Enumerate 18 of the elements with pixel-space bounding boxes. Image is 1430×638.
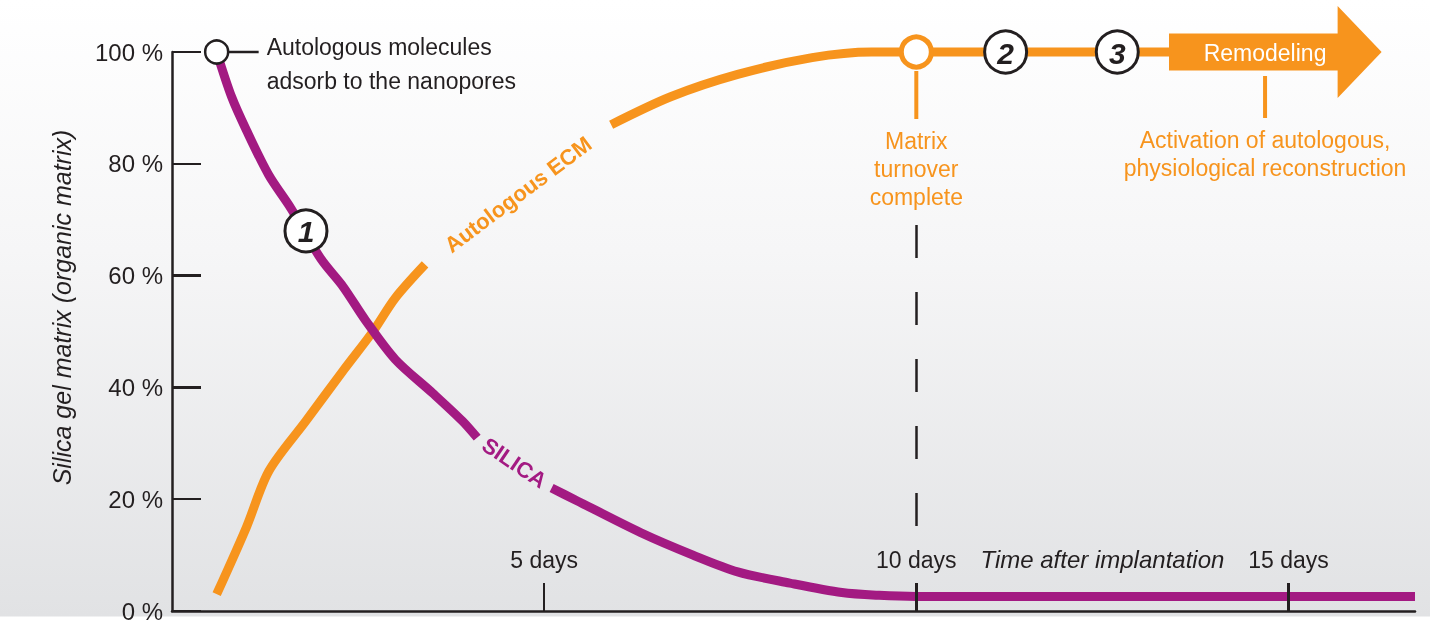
y-tick-label: 100 % (94, 38, 163, 66)
ref-line-label: Matrix turnover complete (869, 128, 963, 210)
annotation: 1 (297, 215, 315, 249)
x-tick-label: 10 days (876, 546, 957, 573)
y-tick-label: 60 % (108, 262, 163, 290)
annotation: 2 (996, 36, 1015, 70)
x-axis-title: Time after implantation (980, 545, 1225, 573)
annotation: Autologous molecules adsorb to the nanopores (266, 34, 517, 94)
annotation: 3 (1108, 36, 1126, 70)
x-tick-label: 5 days (510, 546, 579, 573)
annotation: Activation of autologous, physiological reconstruction (1123, 127, 1407, 181)
y-tick-label: 40 % (108, 373, 163, 401)
y-axis-title: Silica gel matrix (organic matrix) (48, 129, 76, 486)
y-tick-label: 0 % (121, 597, 163, 625)
y-tick-label: 80 % (108, 150, 163, 178)
y-tick-label: 20 % (108, 485, 163, 513)
x-tick-label: 15 days (1248, 546, 1329, 573)
annotation: Remodeling (1203, 40, 1327, 66)
